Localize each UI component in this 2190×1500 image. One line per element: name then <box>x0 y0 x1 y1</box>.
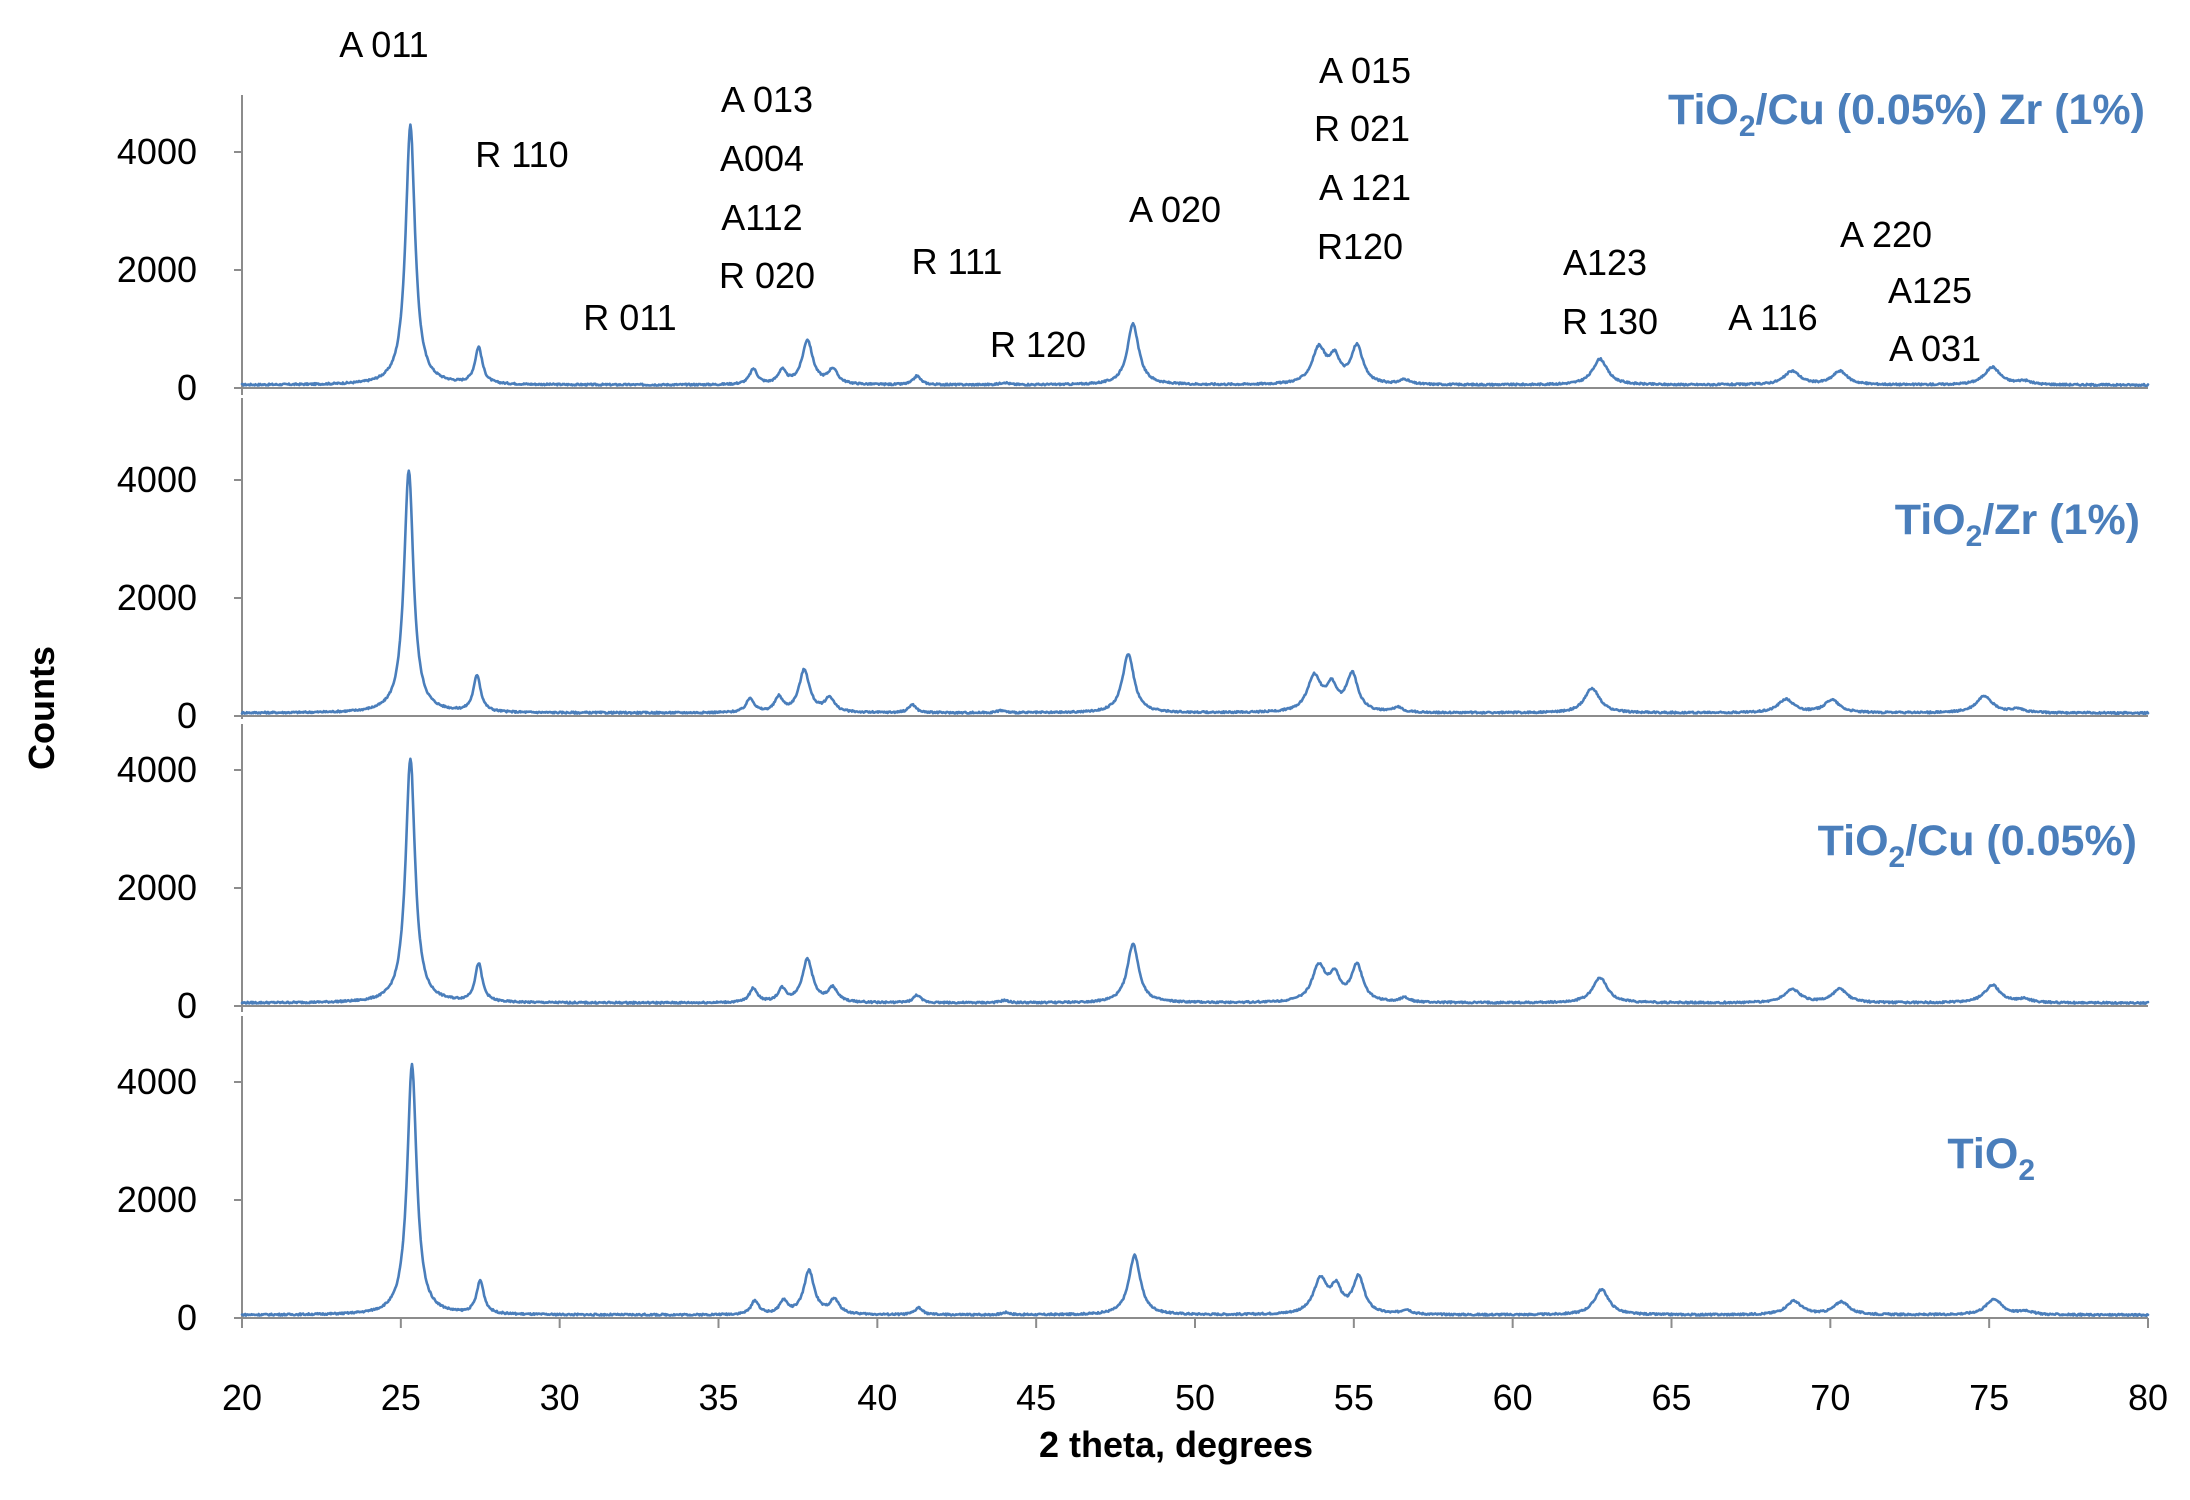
peak-annotation: R 011 <box>583 297 676 338</box>
y-tick-label: 4000 <box>117 459 197 500</box>
series-line-panel-3 <box>240 757 2150 1005</box>
peak-annotation: A125 <box>1888 270 1972 311</box>
peak-annotation: A 011 <box>339 24 428 65</box>
y-tick-label: 2000 <box>117 577 197 618</box>
peak-annotation: R120 <box>1317 226 1403 267</box>
peak-annotation: A 031 <box>1889 328 1981 369</box>
x-axis-title: 2 theta, degrees <box>1039 1424 1313 1465</box>
panel-name-4: TiO2 <box>1947 1130 2035 1187</box>
x-tick-label: 70 <box>1810 1377 1850 1418</box>
peak-annotation: R 120 <box>990 324 1086 365</box>
x-tick-label: 45 <box>1016 1377 1056 1418</box>
panel-name-1: TiO2/Cu (0.05%) Zr (1%) <box>1668 86 2145 143</box>
x-tick-label: 20 <box>222 1377 262 1418</box>
peak-annotation: A004 <box>720 138 804 179</box>
y-tick-label: 0 <box>177 695 197 736</box>
x-tick-label: 60 <box>1493 1377 1533 1418</box>
peak-annotation: R 020 <box>719 255 815 296</box>
peak-annotation: R 110 <box>475 134 568 175</box>
series-line-panel-4 <box>240 1062 2150 1318</box>
panel-name-3: TiO2/Cu (0.05%) <box>1818 817 2137 874</box>
x-tick-label: 80 <box>2128 1377 2168 1418</box>
y-tick-label: 0 <box>177 367 197 408</box>
peak-annotation: R 111 <box>912 241 1003 282</box>
peak-annotation: A 121 <box>1319 167 1411 208</box>
peak-annotation: A112 <box>721 197 802 238</box>
peak-annotation: A 116 <box>1728 297 1817 338</box>
x-tick-label: 50 <box>1175 1377 1215 1418</box>
y-tick-label: 2000 <box>117 249 197 290</box>
peak-annotation: A 015 <box>1319 50 1411 91</box>
series-line-panel-1 <box>240 123 2150 388</box>
y-tick-label: 4000 <box>117 131 197 172</box>
x-tick-label: 30 <box>540 1377 580 1418</box>
panel-names-group: TiO2/Cu (0.05%) Zr (1%) TiO2/Zr (1%) TiO2/… <box>1668 86 2145 1187</box>
y-tick-label: 4000 <box>117 1061 197 1102</box>
y-tick-label: 0 <box>177 985 197 1026</box>
x-tick-label: 35 <box>698 1377 738 1418</box>
y-tick-label: 4000 <box>117 749 197 790</box>
x-tick-label: 55 <box>1334 1377 1374 1418</box>
peak-annotation: R 130 <box>1562 301 1658 342</box>
y-tick-label: 2000 <box>117 1179 197 1220</box>
panel-name-2: TiO2/Zr (1%) <box>1895 496 2140 553</box>
x-tick-label: 75 <box>1969 1377 2009 1418</box>
x-tick-label: 25 <box>381 1377 421 1418</box>
series-group <box>240 123 2150 1318</box>
x-tick-label: 65 <box>1651 1377 1691 1418</box>
axes-group <box>234 95 2149 1328</box>
y-tick-label: 2000 <box>117 867 197 908</box>
series-line-panel-2 <box>240 469 2150 716</box>
peak-annotation: R 021 <box>1314 108 1410 149</box>
peak-annotation: A 013 <box>721 79 813 120</box>
peak-annotation: A 020 <box>1129 189 1221 230</box>
x-tick-label: 40 <box>857 1377 897 1418</box>
peak-annotation: A123 <box>1563 242 1647 283</box>
y-tick-label: 0 <box>177 1297 197 1338</box>
tick-labels-group: 0 2000 4000 0 2000 4000 0 2000 4000 0 2000 4000 20 25… <box>117 131 2168 1418</box>
y-axis-title: Counts <box>21 646 62 770</box>
peak-annotation: A 220 <box>1840 214 1932 255</box>
peak-annotations-group: A 011 R 110 R 011 A 013 A004 A112 R 020 R 111 R … <box>339 24 1981 369</box>
